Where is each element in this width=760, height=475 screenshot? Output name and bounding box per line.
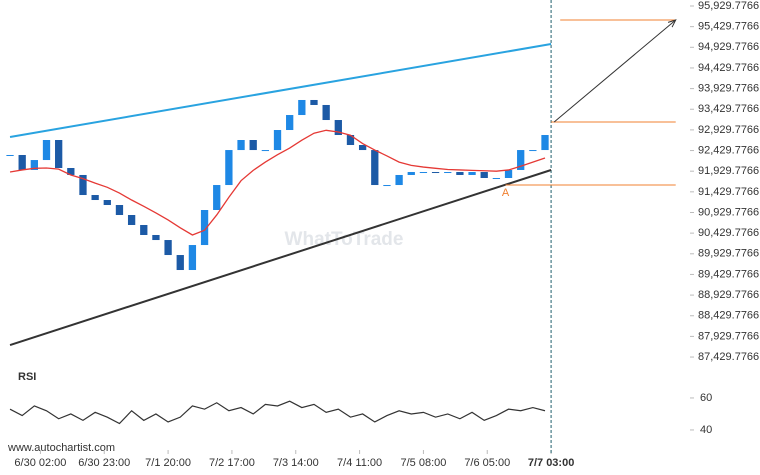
candle bbox=[334, 120, 342, 136]
candle bbox=[200, 210, 209, 246]
candle bbox=[346, 135, 355, 146]
y-tick-label: 87,929.7766 bbox=[698, 330, 759, 342]
candle bbox=[298, 99, 306, 116]
candle bbox=[529, 150, 537, 152]
candle bbox=[225, 150, 233, 186]
x-tick-label: 7/7 03:00 bbox=[528, 457, 574, 469]
candle bbox=[419, 172, 428, 174]
x-tick-label: 7/2 17:00 bbox=[209, 457, 255, 469]
watermark: WhatToTrade bbox=[285, 229, 404, 250]
candle bbox=[42, 140, 51, 161]
candle bbox=[541, 135, 549, 151]
y-tick-label: 92,429.7766 bbox=[698, 144, 759, 156]
x-tick-label: 6/30 02:00 bbox=[14, 457, 66, 469]
arrow-head bbox=[667, 19, 677, 28]
candle bbox=[456, 172, 464, 175]
footer: www.autochartist.com bbox=[7, 442, 115, 454]
candle bbox=[249, 140, 257, 151]
y-tick-label: 95,429.7766 bbox=[698, 21, 759, 33]
candle bbox=[55, 140, 63, 169]
candle bbox=[213, 185, 221, 211]
candle bbox=[79, 174, 87, 196]
candle bbox=[103, 200, 111, 206]
y-tick-label: 94,929.7766 bbox=[698, 41, 759, 53]
candle bbox=[504, 169, 513, 178]
x-tick-label: 7/5 08:00 bbox=[400, 457, 446, 469]
moving-average bbox=[9, 129, 546, 236]
candle bbox=[127, 215, 136, 225]
candle bbox=[322, 104, 330, 121]
y-tick-label: 60 bbox=[700, 392, 712, 404]
candle bbox=[492, 177, 501, 179]
y-tick-label: 87,429.7766 bbox=[698, 351, 759, 363]
y-tick-label: 91,429.7766 bbox=[698, 186, 759, 198]
candle bbox=[91, 195, 99, 201]
y-tick-label: 90,429.7766 bbox=[698, 227, 759, 239]
candle bbox=[30, 160, 38, 170]
y-tick-label: 90,929.7766 bbox=[698, 206, 759, 218]
forecast-arrow bbox=[553, 19, 677, 123]
trend-line bbox=[9, 43, 552, 138]
y-tick-label: 40 bbox=[700, 424, 712, 436]
x-tick-label: 7/4 11:00 bbox=[337, 457, 382, 469]
candle bbox=[468, 172, 476, 175]
y-tick-label: 88,429.7766 bbox=[698, 310, 759, 322]
y-tick-label: 91,929.7766 bbox=[698, 165, 759, 177]
y-tick-label: 93,429.7766 bbox=[698, 103, 759, 115]
y-tick-label: 95,929.7766 bbox=[698, 0, 759, 12]
y-tick-label: 94,429.7766 bbox=[698, 62, 759, 74]
candle bbox=[310, 99, 318, 105]
y-tick-label: 92,929.7766 bbox=[698, 124, 759, 136]
rsi-line bbox=[9, 400, 546, 425]
candle bbox=[152, 234, 160, 241]
candle bbox=[18, 154, 26, 170]
candle bbox=[164, 240, 172, 256]
candle bbox=[480, 172, 488, 178]
candle bbox=[407, 172, 415, 175]
x-tick-label: 6/30 23:00 bbox=[78, 457, 130, 469]
candle bbox=[115, 205, 124, 216]
candle bbox=[358, 145, 367, 151]
candle bbox=[237, 140, 245, 151]
candle bbox=[371, 150, 379, 186]
trend-line bbox=[9, 169, 552, 346]
candle bbox=[6, 154, 14, 156]
y-tick-label: 89,429.7766 bbox=[698, 268, 759, 280]
panel-title: RSI bbox=[18, 371, 36, 383]
candle bbox=[188, 245, 197, 271]
candle bbox=[431, 172, 440, 174]
y-tick-label: 89,929.7766 bbox=[698, 248, 759, 260]
candle bbox=[395, 174, 403, 186]
y-tick-label: 93,929.7766 bbox=[698, 83, 759, 95]
candle bbox=[140, 224, 148, 235]
candle bbox=[286, 115, 294, 131]
x-tick-label: 7/3 14:00 bbox=[273, 457, 319, 469]
annotation: A bbox=[502, 187, 510, 199]
candle bbox=[444, 172, 452, 174]
x-tick-label: 7/1 20:00 bbox=[145, 457, 191, 469]
x-tick-label: 7/6 05:00 bbox=[464, 457, 510, 469]
candle bbox=[176, 255, 184, 271]
y-tick-label: 88,929.7766 bbox=[698, 289, 759, 301]
candle bbox=[261, 150, 270, 152]
candle bbox=[383, 185, 391, 187]
candle bbox=[517, 150, 525, 170]
candle bbox=[273, 130, 282, 151]
candle bbox=[67, 168, 75, 175]
